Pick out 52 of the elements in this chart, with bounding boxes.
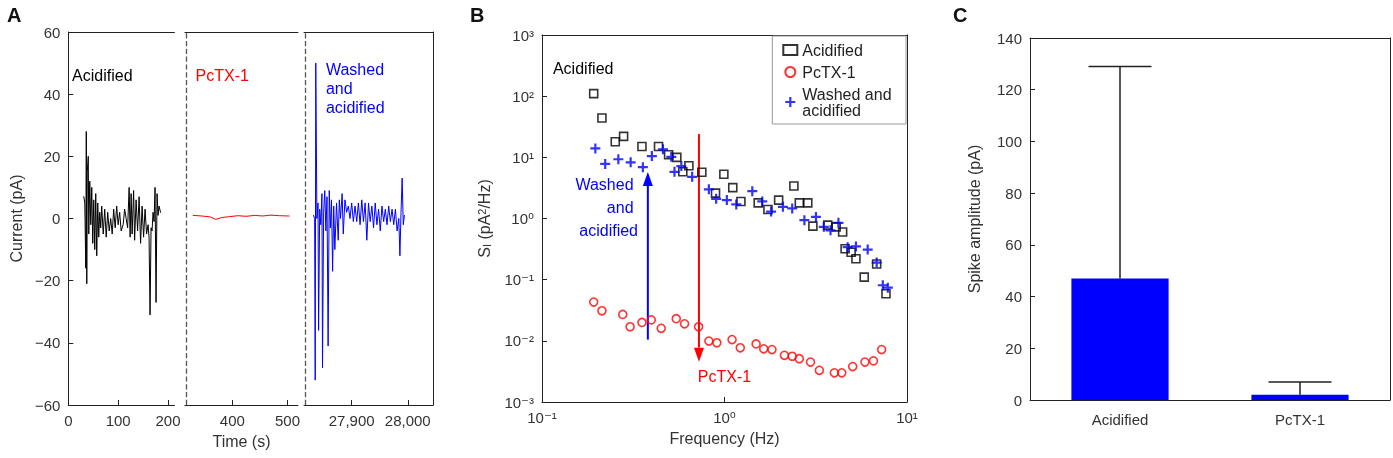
x-tick-label: 500 [274,412,300,429]
y-tick-label: 10⁻¹ [504,271,534,289]
y-tick-label: 80 [1005,184,1022,202]
legend-label: Washed and acidified [802,85,896,119]
y-tick-label: 40 [43,85,61,103]
y-tick-label: −60 [34,396,61,414]
y-tick-label: 20 [1005,339,1022,357]
y-tick-label: 40 [1005,288,1022,306]
y-tick-label: 140 [996,29,1022,47]
x-axis-title: Time (s) [212,432,271,450]
y-tick-label: 60 [43,23,61,41]
x-tick-label: 10⁰ [713,409,736,426]
y-axis-title: Spike amplitude (pA) [965,144,983,294]
y-tick-label: 0 [1013,391,1022,409]
x-tick-label: 27,900 [328,412,375,429]
chart-title: B [470,4,485,26]
y-tick-label: 10⁻³ [504,393,534,411]
y-tick-label: 120 [996,81,1022,99]
x-tick-label: 0 [64,412,73,429]
y-tick-label: 10¹ [512,148,534,166]
x-tick-label: 200 [155,412,181,429]
y-tick-label: 10³ [512,26,534,44]
y-axis-title: Current (pA) [7,174,25,263]
y-axis-title: SI (pA2/Hz) [475,179,493,258]
x-tick-label: 400 [219,412,245,429]
annotation: Washed and acidified [575,175,638,239]
y-tick-label: 0 [52,210,61,227]
x-tick-label: Acidified [1091,411,1149,428]
annotation: PcTX-1 [697,368,752,386]
y-tick-label: 100 [996,132,1022,150]
x-tick-label: 28,000 [384,412,431,429]
annotation: Washed and acidified [325,60,389,116]
chart-title: C [953,4,968,26]
chart-title: A [7,4,22,26]
line-series [83,130,162,316]
annotation: Acidified [72,66,133,84]
legend-label: PcTX-1 [802,63,856,81]
y-tick-label: 10² [512,87,534,105]
y-tick-label: 20 [43,147,61,165]
y-tick-label: 10⁻² [504,332,534,350]
legend-label: Acidified [802,41,863,59]
y-tick-label: −40 [34,334,61,352]
x-tick-label: 10⁻¹ [527,409,557,426]
x-tick-label: 10¹ [896,409,918,426]
annotation: PcTX-1 [195,66,249,84]
annotation: Acidified [552,59,614,77]
y-tick-label: 10⁰ [511,210,534,227]
x-tick-label: PcTX-1 [1274,411,1326,428]
y-tick-label: −20 [34,272,61,290]
x-axis-title: Frequency (Hz) [669,429,780,447]
y-tick-label: 60 [1005,236,1022,254]
x-tick-label: 100 [105,412,131,429]
